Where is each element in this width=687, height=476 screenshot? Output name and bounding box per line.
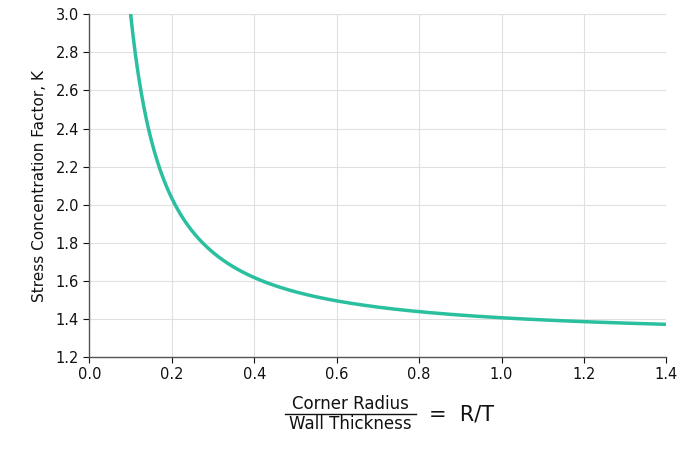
Text: Wall Thickness: Wall Thickness: [289, 415, 412, 433]
Text: =  R/T: = R/T: [429, 404, 495, 424]
Y-axis label: Stress Concentration Factor, K: Stress Concentration Factor, K: [32, 69, 47, 302]
Text: Corner Radius: Corner Radius: [292, 395, 409, 413]
